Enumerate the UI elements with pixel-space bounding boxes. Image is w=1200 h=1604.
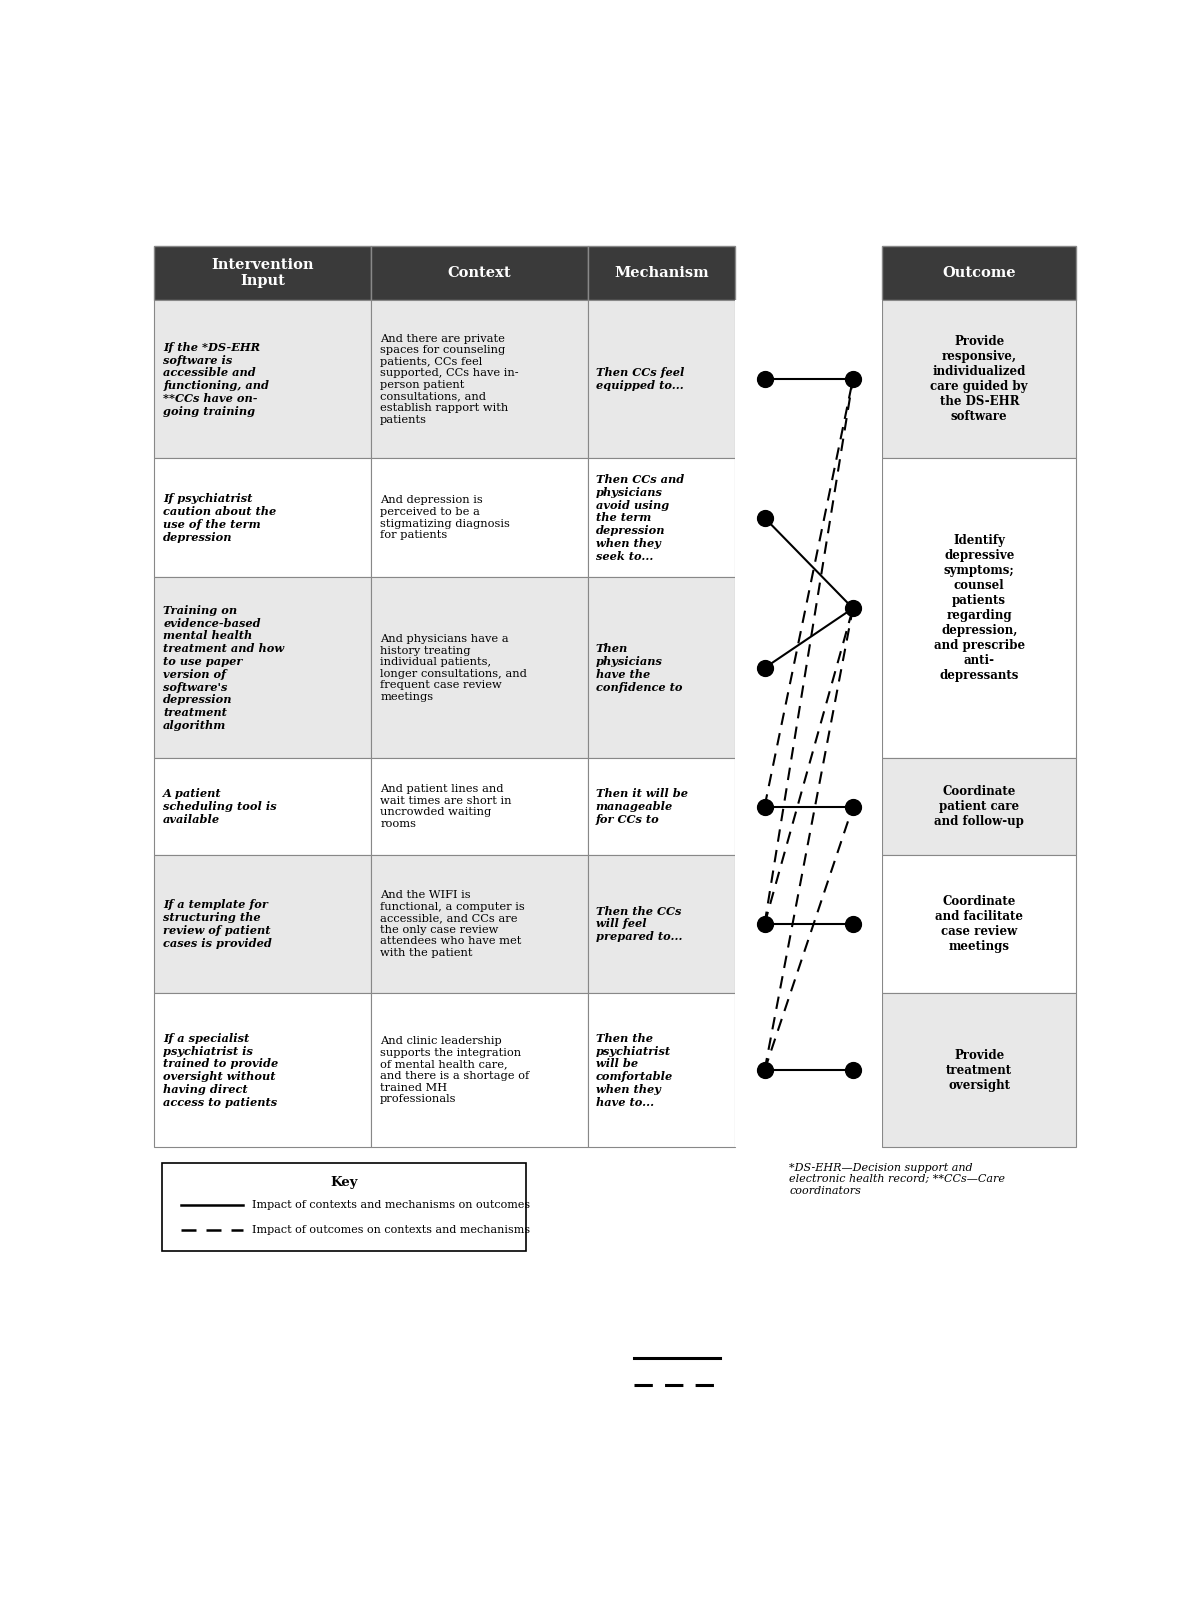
Text: And depression is
perceived to be a
stigmatizing diagnosis
for patients: And depression is perceived to be a stig… xyxy=(380,496,510,541)
Bar xyxy=(588,247,736,300)
Bar xyxy=(371,577,588,759)
Text: Then the
psychiatrist
will be
comfortable
when they
have to...: Then the psychiatrist will be comfortabl… xyxy=(595,1033,673,1108)
Text: Coordinate
patient care
and follow-up: Coordinate patient care and follow-up xyxy=(935,784,1024,828)
Point xyxy=(755,366,774,391)
Point xyxy=(755,911,774,937)
Bar xyxy=(882,855,1076,993)
Point xyxy=(755,1057,774,1083)
Bar xyxy=(371,247,588,300)
Bar xyxy=(882,247,1076,300)
Text: Intervention
Input: Intervention Input xyxy=(211,258,313,289)
Text: Context: Context xyxy=(448,266,511,281)
Text: And patient lines and
wait times are short in
uncrowded waiting
rooms: And patient lines and wait times are sho… xyxy=(380,784,511,829)
Text: Impact of outcomes on contexts and mechanisms: Impact of outcomes on contexts and mecha… xyxy=(252,1225,530,1235)
Bar xyxy=(588,577,736,759)
Point xyxy=(844,366,863,391)
Point xyxy=(844,794,863,820)
Bar xyxy=(371,759,588,855)
Text: Impact of contexts and mechanisms on outcomes: Impact of contexts and mechanisms on out… xyxy=(252,1200,530,1209)
Bar xyxy=(162,1163,526,1251)
Bar xyxy=(154,993,371,1147)
Bar xyxy=(882,459,1076,759)
Text: Coordinate
and facilitate
case review
meetings: Coordinate and facilitate case review me… xyxy=(935,895,1024,953)
Text: Then CCs and
physicians
avoid using
the term
depression
when they
seek to...: Then CCs and physicians avoid using the … xyxy=(595,473,684,561)
Bar xyxy=(371,300,588,459)
Bar xyxy=(371,855,588,993)
Bar xyxy=(882,993,1076,1147)
Text: Then it will be
manageable
for CCs to: Then it will be manageable for CCs to xyxy=(595,788,688,824)
Text: Training on
evidence-based
mental health
treatment and how
to use paper
version : Training on evidence-based mental health… xyxy=(163,605,284,731)
Text: And physicians have a
history treating
individual patients,
longer consultations: And physicians have a history treating i… xyxy=(380,634,527,703)
Bar xyxy=(154,855,371,993)
Bar xyxy=(154,459,371,577)
Text: Outcome: Outcome xyxy=(942,266,1016,281)
Text: If psychiatrist
caution about the
use of the term
depression: If psychiatrist caution about the use of… xyxy=(163,492,276,542)
Bar xyxy=(154,300,371,459)
Text: If the *DS-EHR
software is
accessible and
functioning, and
**CCs have on-
going : If the *DS-EHR software is accessible an… xyxy=(163,342,269,417)
Point xyxy=(755,654,774,680)
Text: Mechanism: Mechanism xyxy=(614,266,709,281)
Text: Then CCs feel
equipped to...: Then CCs feel equipped to... xyxy=(595,367,684,391)
Bar xyxy=(588,993,736,1147)
Point xyxy=(844,1057,863,1083)
Point xyxy=(844,595,863,621)
Bar xyxy=(736,300,882,1147)
Bar xyxy=(588,855,736,993)
Text: If a specialist
psychiatrist is
trained to provide
oversight without
having dire: If a specialist psychiatrist is trained … xyxy=(163,1033,278,1108)
Bar xyxy=(371,993,588,1147)
Point xyxy=(755,505,774,531)
Text: And the WIFI is
functional, a computer is
accessible, and CCs are
the only case : And the WIFI is functional, a computer i… xyxy=(380,890,524,958)
Bar xyxy=(882,300,1076,459)
Text: Then
physicians
have the
confidence to: Then physicians have the confidence to xyxy=(595,643,682,693)
Bar xyxy=(371,459,588,577)
Text: And clinic leadership
supports the integration
of mental health care,
and there : And clinic leadership supports the integ… xyxy=(380,1036,529,1104)
Bar xyxy=(588,300,736,459)
Text: And there are private
spaces for counseling
patients, CCs feel
supported, CCs ha: And there are private spaces for counsel… xyxy=(380,334,518,425)
Text: Provide
responsive,
individualized
care guided by
the DS-EHR
software: Provide responsive, individualized care … xyxy=(930,335,1028,423)
Bar xyxy=(154,247,371,300)
Point xyxy=(844,911,863,937)
Text: *DS-EHR—Decision support and
electronic health record; **CCs—Care
coordinators: *DS-EHR—Decision support and electronic … xyxy=(790,1163,1006,1197)
Text: Provide
treatment
oversight: Provide treatment oversight xyxy=(946,1049,1013,1092)
Point xyxy=(755,794,774,820)
Text: Identify
depressive
symptoms;
counsel
patients
regarding
depression,
and prescri: Identify depressive symptoms; counsel pa… xyxy=(934,534,1025,682)
Bar xyxy=(588,459,736,577)
Text: If a template for
structuring the
review of patient
cases is provided: If a template for structuring the review… xyxy=(163,900,272,948)
Bar xyxy=(154,577,371,759)
Text: Then the CCs
will feel
prepared to...: Then the CCs will feel prepared to... xyxy=(595,906,682,942)
Bar xyxy=(588,759,736,855)
Text: A patient
scheduling tool is
available: A patient scheduling tool is available xyxy=(163,788,277,824)
Bar xyxy=(882,759,1076,855)
Text: Key: Key xyxy=(330,1176,358,1189)
Bar xyxy=(154,759,371,855)
